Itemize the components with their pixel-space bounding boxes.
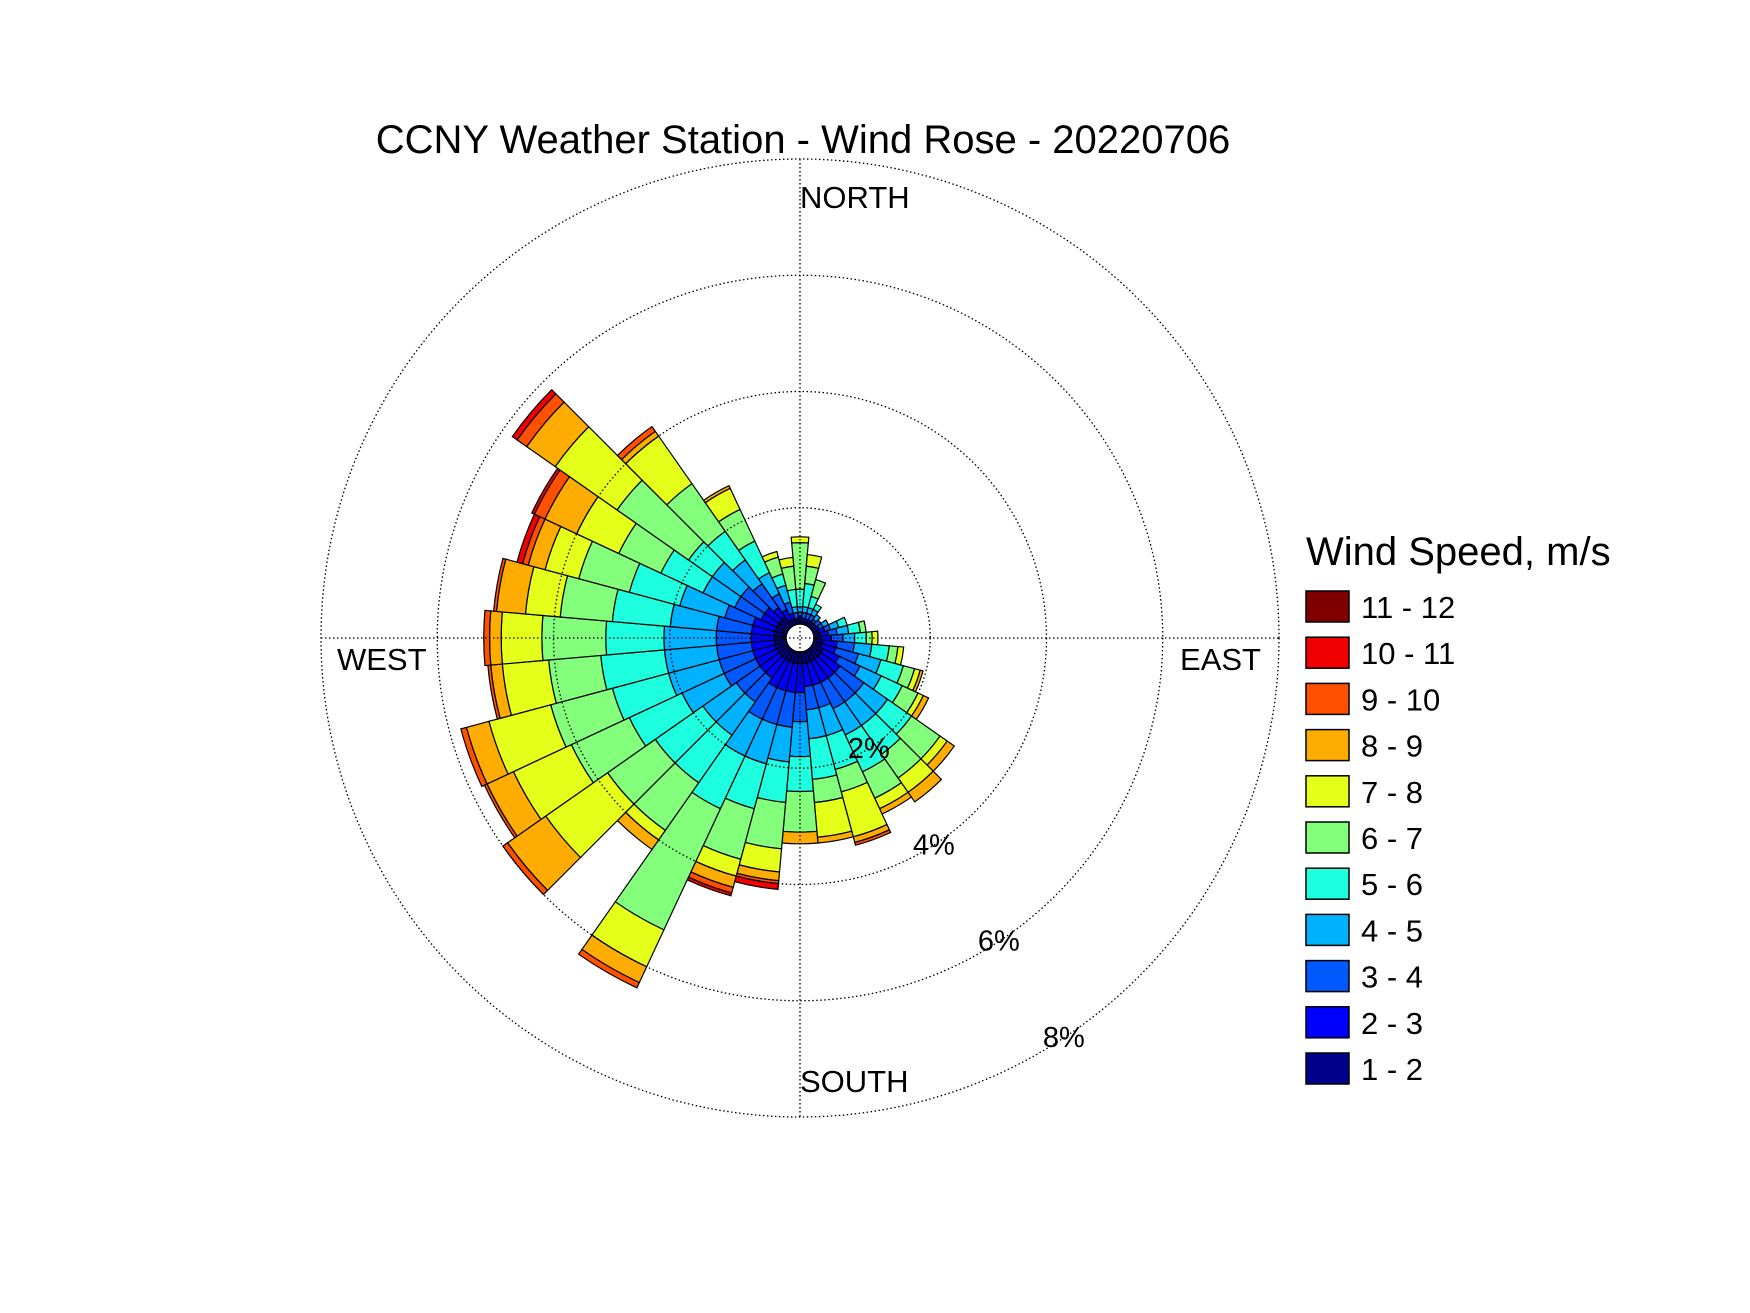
sector-segment: [502, 841, 549, 896]
direction-label-east: EAST: [1180, 642, 1261, 677]
legend-swatch: [1305, 636, 1350, 669]
direction-label-north: NORTH: [800, 180, 910, 215]
sector-segment: [812, 603, 823, 614]
legend-swatch: [1305, 682, 1350, 716]
ring-label: 8%: [1043, 1022, 1085, 1054]
legend-label: 11 - 12: [1361, 590, 1455, 625]
sector-segment: [511, 388, 557, 441]
sector-segment: [761, 550, 780, 563]
sector-280: [492, 557, 788, 638]
sector-segment: [857, 620, 867, 634]
sector-segment: [702, 484, 732, 504]
legend-label: 2 - 3: [1361, 1006, 1423, 1041]
legend-title: Wind Speed, m/s: [1306, 530, 1611, 574]
legend-label: 1 - 2: [1361, 1052, 1423, 1087]
sector-260: [487, 638, 788, 720]
legend-label: 7 - 8: [1361, 775, 1423, 810]
legend-swatch: [1305, 867, 1350, 900]
legend-swatch: [1305, 959, 1350, 993]
sector-segment: [605, 620, 666, 656]
sector-250: [460, 640, 789, 788]
legend-swatch: [1305, 775, 1350, 808]
legend-swatch: [1305, 728, 1350, 762]
sector-150: [805, 648, 913, 815]
sector-segment: [460, 726, 488, 788]
sector-segment: [810, 578, 827, 600]
sector-segment: [785, 755, 815, 793]
legend: Wind Speed, m/s 11 - 12 10 - 11 9 - 10 8 - …: [1305, 530, 1611, 1087]
legend-label: 6 - 7: [1361, 821, 1423, 856]
sector-segment: [853, 631, 867, 645]
ring-label: 4%: [913, 829, 955, 861]
sector-segment: [781, 830, 819, 845]
sector-230: [502, 645, 791, 896]
sector-80: [812, 620, 867, 638]
direction-label-south: SOUTH: [800, 1064, 909, 1099]
legend-swatch: [1305, 1052, 1350, 1085]
ring-label: 6%: [978, 926, 1020, 958]
legend-swatch: [1305, 913, 1350, 947]
sector-segment: [812, 613, 822, 623]
sector-segment: [488, 610, 503, 666]
sector-330: [702, 484, 795, 628]
sector-segment: [854, 828, 892, 846]
legend-swatch: [1305, 821, 1350, 854]
sector-290: [516, 513, 789, 636]
sector-segment: [616, 425, 657, 461]
sector-310: [511, 388, 791, 631]
legend-label: 10 - 11: [1361, 636, 1455, 671]
sector-segment: [778, 556, 795, 570]
sector-segment: [577, 948, 641, 989]
sector-segment: [805, 553, 823, 570]
legend-swatch: [1305, 590, 1350, 623]
legend-label: 3 - 4: [1361, 960, 1423, 995]
sector-110: [811, 640, 924, 693]
legend-label: 5 - 6: [1361, 867, 1423, 902]
ring-labels: 2% 4% 6% 8%: [848, 733, 1085, 1054]
sector-190: [733, 650, 800, 891]
legend-swatch: [1305, 1006, 1350, 1039]
sector-210: [577, 648, 795, 989]
sector-0: [790, 536, 810, 625]
chart-title: CCNY Weather Station - Wind Rose - 20220…: [376, 118, 1231, 162]
sector-220: [616, 647, 793, 851]
sector-350: [778, 556, 800, 626]
legend-label: 9 - 10: [1361, 682, 1440, 717]
legend-label: 8 - 9: [1361, 729, 1423, 764]
ring-label: 2%: [848, 733, 890, 765]
wind-sectors: [460, 388, 956, 989]
direction-label-west: WEST: [337, 642, 427, 677]
legend-label: 4 - 5: [1361, 913, 1423, 948]
sector-320: [616, 425, 793, 629]
sector-segment: [492, 557, 507, 613]
sector-segment: [907, 770, 943, 803]
polar-grid: [320, 158, 1280, 1118]
sector-segment: [483, 609, 492, 667]
